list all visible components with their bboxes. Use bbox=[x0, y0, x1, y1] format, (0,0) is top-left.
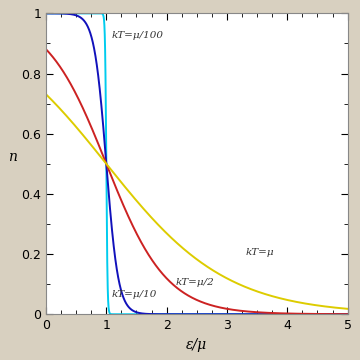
Text: kT=μ/2: kT=μ/2 bbox=[176, 278, 215, 287]
Text: kT=μ: kT=μ bbox=[245, 248, 274, 257]
Text: kT=μ/100: kT=μ/100 bbox=[111, 31, 163, 40]
Text: kT=μ/10: kT=μ/10 bbox=[111, 290, 157, 299]
X-axis label: ε/μ: ε/μ bbox=[186, 338, 207, 352]
Y-axis label: n: n bbox=[8, 150, 17, 164]
